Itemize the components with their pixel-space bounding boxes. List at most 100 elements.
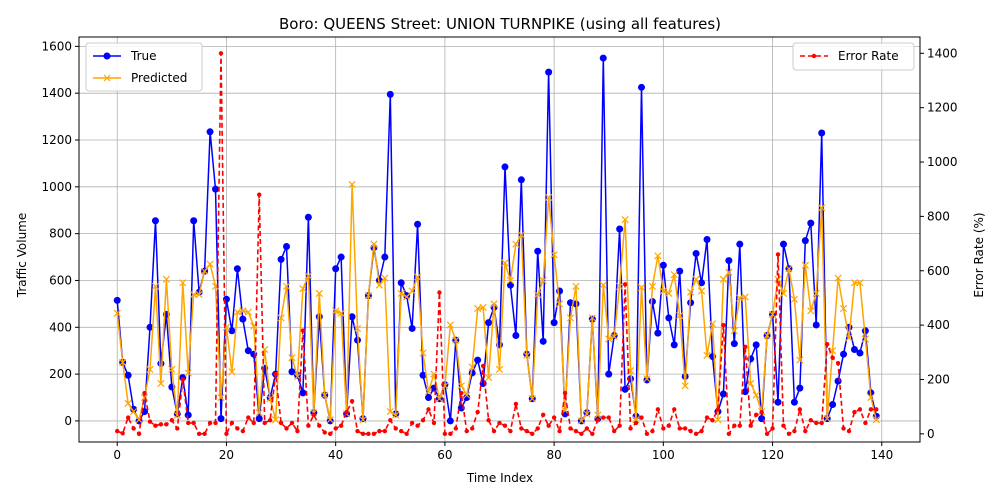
data-point [425, 394, 433, 402]
data-point [359, 416, 367, 424]
data-point [534, 247, 542, 255]
data-point [572, 282, 580, 290]
data-point [737, 423, 742, 428]
data-point [874, 407, 879, 412]
data-point [277, 314, 285, 322]
data-point [605, 370, 613, 378]
data-point [682, 426, 688, 431]
data-point [337, 253, 345, 261]
data-point [610, 333, 618, 341]
data-point [841, 426, 846, 431]
legend-right: Error Rate [792, 42, 915, 71]
data-point [555, 300, 564, 308]
data-point [424, 388, 433, 396]
data-point [752, 341, 760, 349]
data-point [129, 407, 138, 416]
data-point [191, 420, 196, 426]
data-point [867, 393, 875, 402]
data-point [517, 176, 525, 184]
data-point [621, 385, 629, 393]
data-point [846, 428, 852, 434]
data-point [332, 307, 340, 315]
data-point [725, 257, 733, 265]
data-point [442, 431, 448, 437]
data-point [419, 349, 427, 357]
data-point [830, 355, 835, 360]
data-point [672, 407, 677, 412]
data-point [304, 272, 312, 280]
legend-left: True Predicted [85, 42, 203, 92]
data-point [699, 428, 704, 434]
data-point [763, 331, 771, 340]
data-point [479, 303, 487, 312]
data-point [146, 365, 154, 374]
data-point [284, 426, 289, 431]
chart-title: Boro: QUEENS Street: UNION TURNPIKE (usi… [279, 15, 721, 33]
data-point [535, 426, 540, 431]
data-point [670, 341, 678, 349]
data-point [741, 388, 749, 396]
data-point [431, 420, 437, 426]
data-point [355, 428, 360, 434]
data-point [808, 418, 813, 423]
data-point [408, 324, 416, 332]
data-point [703, 236, 711, 243]
data-point [142, 390, 147, 396]
data-point [747, 379, 755, 388]
legend-box [85, 42, 203, 92]
data-point [730, 327, 738, 335]
data-point [288, 368, 296, 376]
data-point [130, 405, 138, 413]
data-point [704, 415, 710, 420]
data-point [304, 213, 312, 221]
data-point [196, 431, 202, 437]
data-point [409, 420, 415, 426]
data-point [146, 323, 154, 331]
data-point [617, 423, 622, 428]
data-point [239, 315, 247, 323]
data-point [151, 282, 160, 290]
data-point [212, 185, 220, 193]
data-point [184, 369, 192, 377]
data-point [661, 426, 666, 431]
data-point [392, 411, 400, 419]
data-point [621, 215, 629, 224]
data-point [801, 237, 809, 245]
data-point [497, 420, 502, 426]
data-point [562, 390, 568, 396]
data-point [539, 337, 547, 345]
data-point [759, 409, 764, 415]
data-point [153, 423, 158, 428]
data-point [475, 409, 480, 415]
data-point [698, 279, 706, 287]
data-point [393, 426, 398, 431]
data-point [721, 322, 726, 328]
data-point [606, 415, 611, 420]
data-point [377, 428, 382, 434]
data-point [332, 265, 340, 273]
data-point [677, 426, 682, 431]
legend-box [792, 42, 915, 71]
data-point [344, 409, 349, 415]
data-point [136, 431, 142, 437]
data-point [550, 319, 558, 327]
data-point [233, 308, 241, 316]
y-tick-label: 800 [49, 227, 72, 241]
data-point [169, 418, 175, 423]
data-point [840, 350, 848, 358]
data-point [299, 389, 307, 397]
data-point [397, 289, 405, 297]
data-point [414, 220, 422, 228]
data-point [719, 275, 728, 283]
data-point [650, 428, 655, 434]
data-point [315, 289, 323, 297]
data-point [333, 426, 338, 431]
data-point [289, 420, 295, 426]
data-point [273, 371, 278, 377]
data-point [856, 349, 864, 357]
data-point [179, 279, 187, 287]
data-point [508, 428, 513, 434]
data-point [457, 382, 465, 390]
data-point [207, 420, 213, 426]
data-point [120, 431, 125, 436]
